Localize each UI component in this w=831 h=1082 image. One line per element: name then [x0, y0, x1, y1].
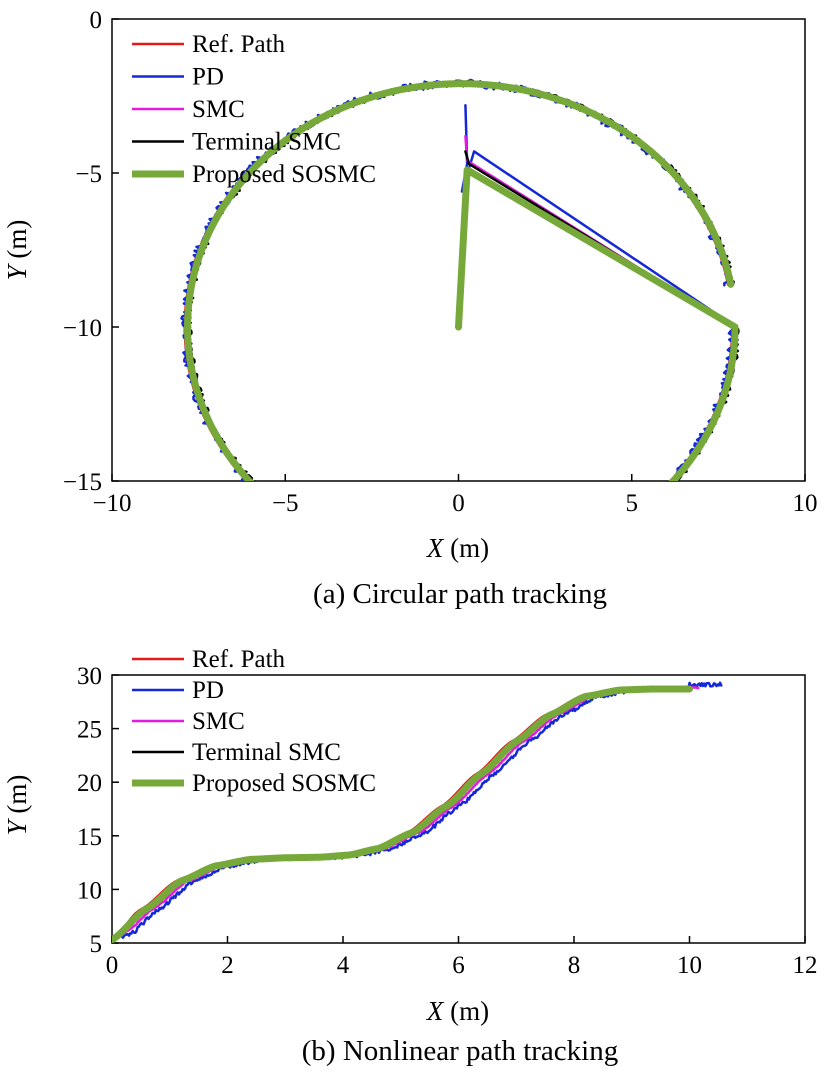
x-tick-label: 2: [221, 952, 234, 979]
legend-label-proposed-sosmc: Proposed SOSMC: [192, 770, 376, 797]
x-ticks-b: 0 2 4 6 8 10 12: [106, 936, 818, 979]
x-tick-label: −5: [272, 490, 299, 517]
caption-b: (b) Nonlinear path tracking: [302, 1035, 618, 1067]
legend-label-smc: SMC: [192, 96, 245, 123]
x-tick-label: 10: [677, 952, 702, 979]
x-axis-unit-a: (m): [443, 533, 489, 563]
y-tick-label: 10: [77, 877, 102, 904]
legend-label-proposed-sosmc: Proposed SOSMC: [192, 161, 376, 188]
x-axis-var-b: X: [426, 996, 445, 1026]
y-tick-label: 30: [77, 663, 102, 690]
x-tick-label: 5: [626, 490, 639, 517]
y-tick-label: −15: [63, 469, 102, 496]
legend-a: Ref. Path PD SMC Terminal SMC Proposed SOSMC: [132, 31, 376, 188]
legend-label-ref-path: Ref. Path: [192, 646, 286, 673]
y-tick-label: −5: [75, 161, 102, 188]
x-tick-label: 0: [452, 490, 465, 517]
y-axis-unit-b: (m): [2, 775, 32, 821]
x-tick-label: 0: [106, 952, 119, 979]
x-tick-label: 12: [793, 952, 818, 979]
x-ticks-a: −10 −5 0 5 10: [92, 474, 818, 517]
legend-b: Ref. Path PD SMC Terminal SMC Proposed SOSMC: [132, 646, 376, 797]
y-tick-label: 20: [77, 770, 102, 797]
legend-label-terminal-smc: Terminal SMC: [192, 129, 341, 156]
x-tick-label: 4: [337, 952, 350, 979]
y-axis-var-a: Y: [2, 262, 32, 280]
y-tick-label: 25: [77, 717, 102, 744]
y-ticks-b: 5 10 15 20 25 30: [77, 663, 119, 958]
x-tick-label: 10: [793, 490, 818, 517]
x-tick-label: 6: [452, 952, 465, 979]
legend-label-pd: PD: [192, 64, 224, 91]
y-axis-label-b: Y (m): [2, 775, 32, 836]
x-axis-label-a: X (m): [426, 533, 489, 563]
y-axis-label-a: Y (m): [2, 220, 32, 281]
series-group-b: [112, 681, 723, 943]
legend-label-terminal-smc: Terminal SMC: [192, 739, 341, 766]
y-tick-label: 15: [77, 824, 102, 851]
y-tick-label: −10: [63, 315, 102, 342]
legend-label-ref-path: Ref. Path: [192, 31, 286, 58]
chart-circular: −10 −5 0 5 10 −15−10−50 Ref. PathPDSMCTermin…: [2, 7, 818, 610]
plot-area-a: [111, 18, 806, 482]
plot-area-b: [111, 674, 806, 944]
y-tick-label: 0: [90, 7, 103, 34]
y-ticks-a: −15 −10 −5 0: [63, 7, 119, 496]
series-line-proposed-sosmc: [112, 685, 693, 943]
x-axis-unit-b: (m): [443, 996, 489, 1026]
x-tick-label: 8: [568, 952, 581, 979]
y-tick-label: 5: [90, 931, 103, 958]
x-axis-var-a: X: [426, 533, 445, 563]
series-group-a: [180, 78, 740, 481]
series-line-proposed-sosmc: [184, 80, 739, 481]
y-axis-var-b: Y: [2, 817, 32, 835]
chart-nonlinear: 0 2 4 6 8 10 12 5 10 15 20 25 30 Ref. Path PD SMC Term…: [2, 646, 818, 1067]
legend-label-pd: PD: [192, 677, 224, 704]
legend-label-smc: SMC: [192, 708, 245, 735]
x-axis-label-b: X (m): [426, 996, 489, 1026]
y-axis-unit-a: (m): [2, 220, 32, 266]
x-tick-label: −10: [92, 490, 131, 517]
caption-a: (a) Circular path tracking: [313, 578, 607, 610]
